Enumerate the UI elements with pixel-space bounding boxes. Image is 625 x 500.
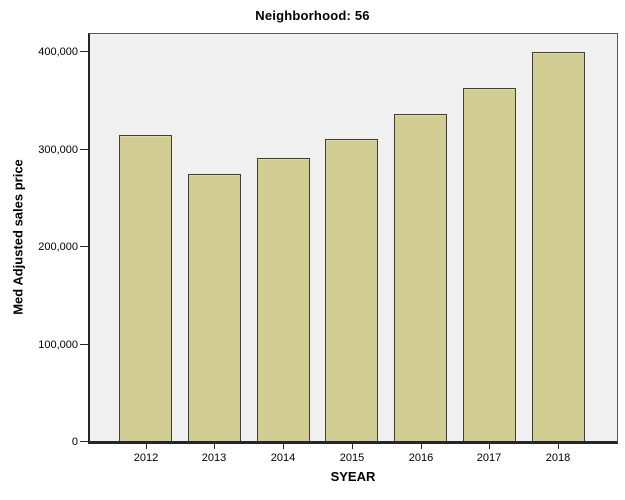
bar-2015 <box>325 139 378 441</box>
y-tick-label-0: 0 <box>71 436 78 448</box>
x-tick-2016 <box>421 444 422 449</box>
y-tick-200000 <box>80 246 88 247</box>
x-tick-label-2018: 2018 <box>545 452 571 464</box>
y-tick-label-400000: 400,000 <box>38 46 78 58</box>
y-axis-title: Med Adjusted sales price <box>10 159 26 315</box>
bar-2014 <box>257 158 310 441</box>
y-tick-100000 <box>80 344 88 345</box>
x-tick-2014 <box>283 444 284 449</box>
x-tick-label-2012: 2012 <box>133 452 159 464</box>
x-axis-title: SYEAR <box>330 469 376 484</box>
y-tick-label-300000: 300,000 <box>38 144 78 156</box>
x-tick-2012 <box>146 444 147 449</box>
y-tick-300000 <box>80 149 88 150</box>
x-tick-2017 <box>489 444 490 449</box>
plot-area <box>88 33 618 444</box>
x-tick-label-2017: 2017 <box>476 452 502 464</box>
x-tick-2013 <box>214 444 215 449</box>
x-tick-label-2015: 2015 <box>339 452 365 464</box>
x-tick-2015 <box>352 444 353 449</box>
chart-title: Neighborhood: 56 <box>255 8 370 23</box>
bar-2018 <box>532 52 585 441</box>
x-tick-2018 <box>558 444 559 449</box>
y-tick-0 <box>80 441 88 442</box>
bar-2016 <box>394 114 447 441</box>
y-tick-400000 <box>80 51 88 52</box>
x-tick-label-2016: 2016 <box>408 452 434 464</box>
bar-2013 <box>188 174 241 441</box>
x-tick-label-2014: 2014 <box>270 452 296 464</box>
bar-2017 <box>463 88 516 441</box>
y-tick-label-200000: 200,000 <box>38 241 78 253</box>
y-tick-label-100000: 100,000 <box>38 339 78 351</box>
x-tick-label-2013: 2013 <box>201 452 227 464</box>
bar-2012 <box>119 135 172 441</box>
